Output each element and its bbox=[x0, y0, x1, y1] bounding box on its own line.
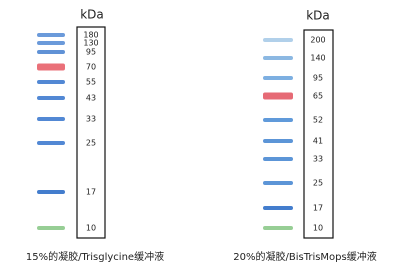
marker-label: 95 bbox=[313, 74, 323, 83]
band bbox=[37, 190, 65, 194]
marker-label: 25 bbox=[86, 139, 96, 148]
unit-label: kDa bbox=[80, 8, 104, 22]
marker-label: 10 bbox=[86, 224, 96, 233]
band bbox=[37, 96, 65, 100]
unit-label: kDa bbox=[306, 9, 330, 23]
marker-label: 33 bbox=[86, 115, 96, 124]
band bbox=[263, 38, 293, 42]
band bbox=[37, 80, 65, 84]
band bbox=[37, 64, 65, 71]
band bbox=[37, 33, 65, 37]
marker-label: 25 bbox=[313, 179, 323, 188]
band bbox=[37, 226, 65, 230]
marker-label: 52 bbox=[313, 116, 323, 125]
label-box bbox=[77, 27, 105, 238]
marker-label: 140 bbox=[310, 54, 325, 63]
marker-label: 10 bbox=[313, 224, 323, 233]
band bbox=[263, 157, 293, 161]
caption: 20%的凝胶/BisTrisMops缓冲液 bbox=[233, 250, 377, 263]
band bbox=[37, 141, 65, 145]
band bbox=[37, 50, 65, 54]
band bbox=[37, 117, 65, 121]
marker-label: 17 bbox=[313, 204, 323, 213]
ladder-figure: kDa kDa 15%的凝胶/Trisglycine缓冲液 20%的凝胶/Bis… bbox=[0, 0, 394, 265]
marker-label: 41 bbox=[313, 137, 323, 146]
band bbox=[263, 206, 293, 210]
caption: 15%的凝胶/Trisglycine缓冲液 bbox=[26, 250, 164, 263]
marker-label: 55 bbox=[86, 78, 96, 87]
band bbox=[263, 181, 293, 185]
marker-label: 200 bbox=[310, 36, 325, 45]
marker-label: 95 bbox=[86, 48, 96, 57]
marker-label: 17 bbox=[86, 188, 96, 197]
band bbox=[263, 226, 293, 230]
marker-label: 33 bbox=[313, 155, 323, 164]
marker-label: 70 bbox=[86, 63, 96, 72]
marker-label: 65 bbox=[313, 92, 323, 101]
band bbox=[263, 139, 293, 143]
band bbox=[263, 76, 293, 80]
band bbox=[37, 41, 65, 45]
band bbox=[263, 56, 293, 60]
band bbox=[263, 93, 293, 100]
band bbox=[263, 118, 293, 122]
marker-label: 130 bbox=[83, 39, 98, 48]
marker-label: 43 bbox=[86, 94, 96, 103]
